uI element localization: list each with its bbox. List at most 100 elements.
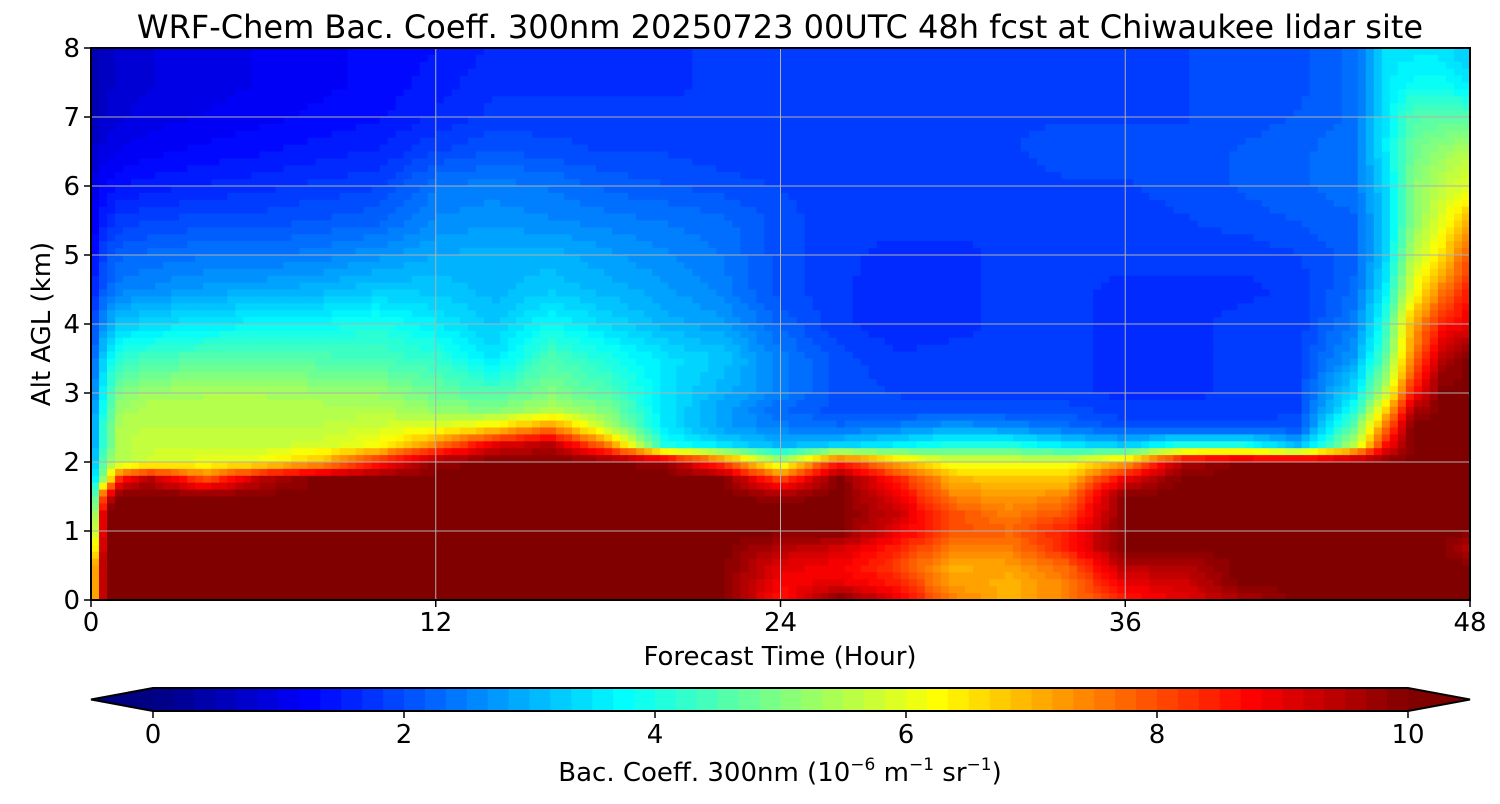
heatmap-cell <box>860 227 870 235</box>
heatmap-cell <box>347 68 357 77</box>
heatmap-cell <box>1093 96 1102 104</box>
heatmap-cell <box>1053 172 1062 180</box>
heatmap-cell <box>804 137 814 146</box>
heatmap-cell <box>339 206 349 215</box>
heatmap-cell <box>1029 213 1038 222</box>
heatmap-cell <box>988 89 998 97</box>
heatmap-cell <box>267 75 276 84</box>
heatmap-cell <box>475 234 485 242</box>
heatmap-cell <box>155 89 164 97</box>
heatmap-cell <box>924 165 934 173</box>
heatmap-cell <box>507 110 517 118</box>
heatmap-cell <box>788 179 798 187</box>
heatmap-cell <box>948 186 958 194</box>
heatmap-cell <box>1141 82 1150 90</box>
heatmap-cell <box>531 137 541 146</box>
heatmap-cell <box>1397 110 1407 118</box>
heatmap-cell <box>1029 123 1038 132</box>
heatmap-cell <box>1221 199 1231 208</box>
heatmap-cell <box>588 117 597 125</box>
heatmap-cell <box>475 48 485 56</box>
heatmap-cell <box>1101 130 1110 139</box>
heatmap-cell <box>1365 165 1375 173</box>
heatmap-cell <box>676 96 685 104</box>
heatmap-cell <box>812 192 822 201</box>
heatmap-cell <box>1197 123 1207 132</box>
heatmap-cell <box>1237 158 1247 166</box>
heatmap-cell <box>1109 227 1118 235</box>
heatmap-cell <box>876 110 886 118</box>
heatmap-cell <box>980 192 990 201</box>
heatmap-cell <box>652 82 661 90</box>
heatmap-cell <box>812 220 822 228</box>
heatmap-cell <box>1357 241 1367 249</box>
heatmap-cell <box>547 199 557 208</box>
heatmap-cell <box>139 227 148 235</box>
heatmap-cell <box>692 130 701 139</box>
heatmap-cell <box>1117 158 1126 166</box>
heatmap-cell <box>1285 241 1295 249</box>
heatmap-cell <box>347 192 357 201</box>
heatmap-cell <box>1445 151 1455 159</box>
heatmap-cell <box>788 82 798 90</box>
heatmap-cell <box>788 234 798 242</box>
heatmap-cell <box>1197 82 1207 90</box>
heatmap-cell <box>1437 103 1447 111</box>
heatmap-cell <box>788 96 798 104</box>
heatmap-cell <box>580 144 589 153</box>
heatmap-cell <box>187 199 196 208</box>
heatmap-cell <box>1085 117 1094 125</box>
heatmap-cell <box>692 172 701 180</box>
heatmap-cell <box>299 206 309 215</box>
heatmap-cell <box>916 213 926 222</box>
heatmap-cell <box>1389 165 1399 173</box>
heatmap-cell <box>499 68 509 77</box>
heatmap-cell <box>596 68 605 77</box>
heatmap-cell <box>668 186 677 194</box>
heatmap-cell <box>219 48 228 56</box>
heatmap-cell <box>547 54 557 63</box>
heatmap-cell <box>660 151 669 159</box>
heatmap-cell <box>916 96 926 104</box>
heatmap-cell <box>1101 54 1110 63</box>
heatmap-cell <box>307 206 317 215</box>
heatmap-cell <box>1125 75 1134 84</box>
heatmap-cell <box>748 123 758 132</box>
heatmap-cell <box>780 54 790 63</box>
heatmap-cell <box>235 234 244 242</box>
heatmap-cell <box>764 172 774 180</box>
heatmap-cell <box>1341 130 1351 139</box>
heatmap-cell <box>547 110 557 118</box>
heatmap-cell <box>1429 234 1439 242</box>
heatmap-cell <box>716 220 725 228</box>
heatmap-cell <box>1093 82 1102 90</box>
heatmap-cell <box>355 234 365 242</box>
heatmap-cell <box>523 144 533 153</box>
heatmap-cell <box>1365 199 1375 208</box>
heatmap-cell <box>1061 186 1070 194</box>
heatmap-cell <box>523 54 533 63</box>
heatmap-cell <box>1309 103 1319 111</box>
heatmap-cell <box>291 192 301 201</box>
heatmap-cell <box>684 151 693 159</box>
heatmap-cell <box>1317 96 1327 104</box>
heatmap-cell <box>115 117 124 125</box>
heatmap-cell <box>1037 110 1046 118</box>
heatmap-cell <box>1173 54 1182 63</box>
heatmap-cell <box>596 220 605 228</box>
heatmap-cell <box>1213 89 1223 97</box>
heatmap-cell <box>948 123 958 132</box>
heatmap-cell <box>1389 82 1399 90</box>
heatmap-cell <box>1421 48 1431 56</box>
heatmap-cell <box>1037 192 1046 201</box>
heatmap-cell <box>820 241 830 249</box>
heatmap-cell <box>1373 165 1383 173</box>
heatmap-cell <box>395 144 405 153</box>
heatmap-cell <box>91 96 100 104</box>
heatmap-cell <box>692 68 701 77</box>
heatmap-cell <box>267 186 276 194</box>
heatmap-cell <box>1125 117 1134 125</box>
heatmap-cell <box>740 61 750 70</box>
heatmap-cell <box>411 103 421 111</box>
heatmap-cell <box>1205 179 1215 187</box>
